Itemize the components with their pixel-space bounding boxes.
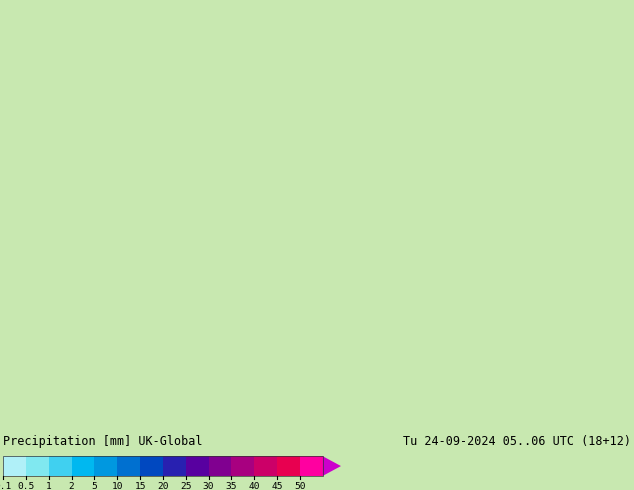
Text: 0.1: 0.1 [0, 482, 12, 490]
Text: 50: 50 [294, 482, 306, 490]
Bar [209, 456, 231, 476]
Bar [254, 456, 277, 476]
Bar [49, 456, 72, 476]
Text: 30: 30 [203, 482, 214, 490]
Text: Tu 24-09-2024 05..06 UTC (18+12): Tu 24-09-2024 05..06 UTC (18+12) [403, 435, 631, 448]
Text: 40: 40 [249, 482, 260, 490]
Text: 0.5: 0.5 [17, 482, 35, 490]
Bar [3, 456, 323, 476]
Text: 45: 45 [271, 482, 283, 490]
Text: 35: 35 [226, 482, 237, 490]
Polygon shape [323, 456, 341, 476]
Bar [117, 456, 140, 476]
Bar [140, 456, 163, 476]
Bar [163, 456, 186, 476]
Text: 1: 1 [46, 482, 52, 490]
Bar [186, 456, 209, 476]
Bar [94, 456, 117, 476]
Bar [300, 456, 323, 476]
Bar [231, 456, 254, 476]
Text: 15: 15 [134, 482, 146, 490]
Bar [277, 456, 300, 476]
Text: 20: 20 [157, 482, 169, 490]
Bar [3, 456, 26, 476]
Text: 2: 2 [68, 482, 75, 490]
Bar [72, 456, 94, 476]
Text: 5: 5 [91, 482, 98, 490]
Bar [26, 456, 49, 476]
Text: 10: 10 [112, 482, 123, 490]
Text: Precipitation [mm] UK-Global: Precipitation [mm] UK-Global [3, 435, 203, 448]
Text: 25: 25 [180, 482, 191, 490]
